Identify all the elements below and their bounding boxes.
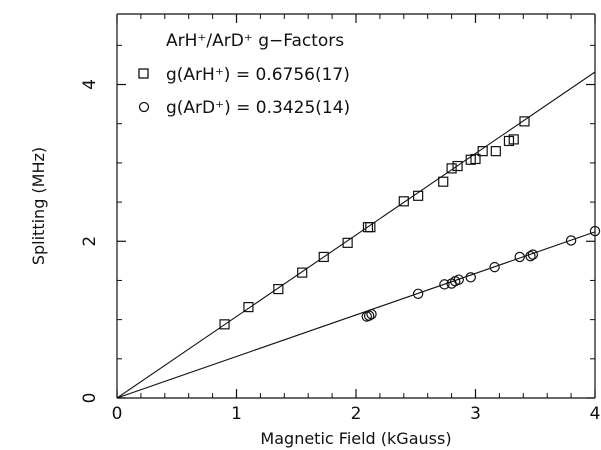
- arh-data-point: [413, 190, 424, 201]
- arh-data-point: [519, 116, 530, 127]
- ard-data-point: [489, 261, 500, 273]
- ard-data-point: [412, 288, 424, 299]
- arh-data-point: [297, 267, 308, 278]
- legend-title: ArH⁺/ArD⁺ g−Factors: [166, 31, 344, 51]
- x-tick-label: 3: [470, 404, 481, 424]
- arh-data-point: [219, 319, 230, 330]
- x-tick-label: 0: [112, 404, 123, 424]
- y-tick-label: 4: [80, 79, 100, 90]
- legend-circle-marker: [138, 101, 150, 113]
- arh-data-point: [342, 237, 353, 248]
- arh-data-point: [470, 153, 481, 165]
- ard-data-point: [439, 279, 450, 290]
- y-axis-label: Splitting (MHz): [29, 147, 48, 265]
- x-tick-label: 1: [231, 404, 242, 424]
- ard-data-point: [514, 251, 525, 263]
- ard-data-point: [363, 310, 375, 321]
- ard-data-point: [525, 250, 536, 262]
- y-tick-label: 0: [80, 393, 100, 404]
- ticks: [116, 14, 596, 399]
- arh-data-point: [490, 146, 501, 157]
- legend: ArH⁺/ArD⁺ g−Factors g(ArH⁺) = 0.6756(17)…: [138, 31, 350, 118]
- arh-data-point: [398, 196, 409, 207]
- y-tick-label: 2: [80, 236, 100, 247]
- fit-lines: [116, 71, 596, 399]
- legend-entry-ard: g(ArD⁺) = 0.3425(14): [166, 98, 350, 118]
- arh-data-point: [477, 146, 488, 157]
- ard-data-point: [366, 308, 377, 320]
- x-tick-label: 4: [590, 404, 601, 424]
- ard-data-point: [453, 274, 464, 285]
- tick-labels: 0 1 2 3 4 0 2 4: [80, 79, 600, 424]
- ard-data-point: [565, 235, 577, 246]
- ard-data-point: [465, 272, 476, 283]
- arh-data-point: [365, 222, 376, 233]
- fit-line-ard: [116, 231, 596, 399]
- legend-square-marker: [138, 68, 149, 79]
- arh-data-point: [438, 176, 449, 187]
- ard-data-point: [589, 225, 601, 237]
- arh-data-point: [318, 251, 329, 263]
- arh-data-point: [452, 160, 463, 172]
- x-tick-label: 2: [351, 404, 362, 424]
- data-points: [219, 116, 601, 330]
- arh-data-point: [446, 163, 457, 174]
- fit-line-arh: [116, 71, 596, 399]
- arh-data-point: [243, 301, 254, 313]
- ard-data-point: [527, 249, 539, 260]
- x-axis-label: Magnetic Field (kGauss): [260, 429, 451, 448]
- arh-data-point: [273, 283, 284, 295]
- arh-data-point: [508, 134, 519, 145]
- legend-entry-arh: g(ArH⁺) = 0.6756(17): [166, 65, 350, 85]
